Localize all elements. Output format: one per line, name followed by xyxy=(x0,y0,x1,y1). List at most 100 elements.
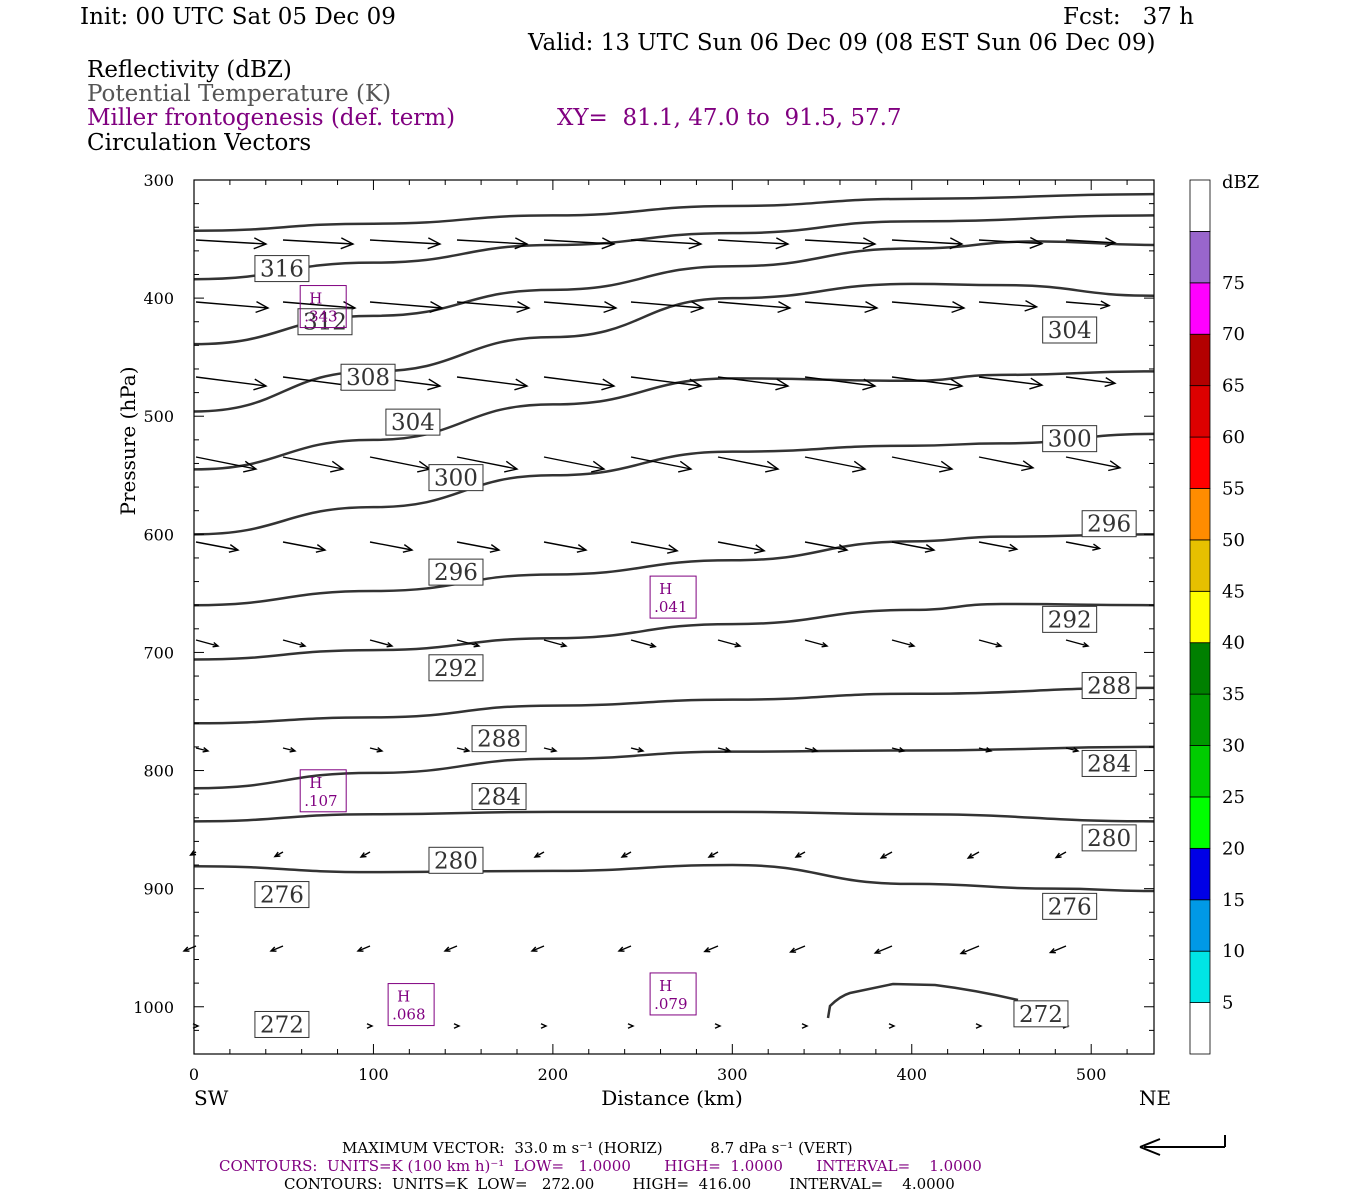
circulation-vector-head xyxy=(386,641,394,648)
max-vector-note: MAXIMUM VECTOR: 33.0 m s⁻¹ (HORIZ) 8.7 d… xyxy=(342,1139,853,1157)
frontogenesis-max-box xyxy=(649,575,697,619)
circulation-vector xyxy=(978,376,1043,386)
contour-label-box xyxy=(1081,672,1137,700)
contour-label-box xyxy=(1042,892,1098,920)
contour-label-292: 292 xyxy=(434,656,478,682)
colorbar-tick-label: 45 xyxy=(1222,581,1245,602)
circulation-vector-head xyxy=(530,946,538,952)
circulation-vector xyxy=(804,456,866,470)
circulation-vector-head xyxy=(707,852,715,858)
circulation-vector-head xyxy=(427,237,442,250)
theta-contour-296 xyxy=(193,432,1155,536)
circulation-vector xyxy=(978,639,1002,647)
circulation-vector xyxy=(1065,456,1121,469)
circulation-vector xyxy=(891,541,935,551)
valid-time: Valid: 13 UTC Sun 06 Dec 09 (08 EST Sun … xyxy=(528,30,1156,56)
circulation-vector xyxy=(1065,239,1116,244)
circulation-vector xyxy=(717,456,779,470)
circulation-vector xyxy=(456,639,480,647)
circulation-vector-head xyxy=(966,853,974,859)
contour-label-box xyxy=(1081,824,1137,852)
contour-label-292: 292 xyxy=(1048,607,1092,633)
frontogenesis-max-value: .107 xyxy=(304,792,337,810)
circulation-vector xyxy=(282,301,356,309)
frontogenesis-max-value: .079 xyxy=(654,995,687,1013)
circulation-vector-head xyxy=(1054,852,1062,859)
colorbar-tick-label: 25 xyxy=(1222,787,1245,808)
colorbar-segment xyxy=(1189,488,1211,541)
colorbar-tick-label: 5 xyxy=(1222,993,1233,1014)
frontogenesis-max-value: .041 xyxy=(654,598,687,616)
forecast-hour: Fcst: 37 h xyxy=(1063,4,1194,30)
circulation-vector xyxy=(1055,851,1067,859)
circulation-vector xyxy=(282,456,344,470)
contour-label-280: 280 xyxy=(434,848,478,874)
circulation-vector xyxy=(195,301,269,309)
circulation-vector-head xyxy=(1108,460,1122,472)
circulation-vector-head xyxy=(775,378,790,391)
circulation-vector-head xyxy=(688,237,703,250)
circulation-vector xyxy=(891,376,963,387)
circulation-vector-head xyxy=(516,301,531,314)
circulation-vector-head xyxy=(801,1023,809,1029)
circulation-vector xyxy=(630,456,692,470)
circulation-vector xyxy=(967,851,980,859)
circulation-vector-head xyxy=(273,851,281,858)
x-tick-label: 100 xyxy=(358,1065,389,1084)
x-tick-label: 500 xyxy=(1076,1065,1107,1084)
colorbar-tick-label: 10 xyxy=(1222,941,1245,962)
frontogenesis-max-value: .343 xyxy=(304,308,337,326)
circulation-vector-head xyxy=(1072,747,1080,753)
circulation-vector xyxy=(369,639,393,647)
colorbar-tick-label: 50 xyxy=(1222,530,1245,551)
contour-label-box xyxy=(428,464,484,492)
circulation-vector xyxy=(717,747,731,752)
circulation-vector xyxy=(282,541,326,551)
colorbar-segment xyxy=(1189,899,1211,952)
contour-label-box xyxy=(340,363,396,391)
x-end-left: SW xyxy=(194,1086,229,1110)
circulation-vector-head xyxy=(690,301,705,314)
circulation-vector-head xyxy=(463,747,471,753)
circulation-vector xyxy=(891,301,965,309)
theta-contour-276 xyxy=(193,810,1155,823)
circulation-vector-head xyxy=(667,544,679,554)
circulation-vector-head xyxy=(514,378,529,391)
circulation-vector-head xyxy=(949,378,964,391)
circulation-vector-head xyxy=(269,946,277,952)
y-tick-label: 500 xyxy=(143,407,174,426)
contour-label-288: 288 xyxy=(477,727,521,753)
circulation-vector xyxy=(717,239,789,245)
circulation-vector-head xyxy=(864,301,879,314)
circulation-vector-head xyxy=(959,949,967,955)
circulation-vector xyxy=(1065,541,1100,550)
x-end-right: NE xyxy=(1139,1086,1171,1110)
circulation-vector-head xyxy=(995,641,1003,648)
circulation-vector xyxy=(543,376,615,387)
circulation-vector xyxy=(874,945,893,954)
contour-label-300: 300 xyxy=(1048,427,1092,453)
circulation-vector-head xyxy=(504,460,519,473)
circulation-vector-head xyxy=(879,853,887,859)
circulation-vector-head xyxy=(754,544,766,554)
circulation-vector xyxy=(630,639,656,648)
circulation-vector-head xyxy=(794,852,802,858)
frontogenesis-max-box xyxy=(649,972,697,1016)
circulation-vector-head xyxy=(533,852,541,858)
colorbar-segment xyxy=(1189,333,1211,387)
frontogenesis-contour-note: CONTOURS: UNITS=K (100 km h)⁻¹ LOW= 1.00… xyxy=(219,1157,982,1175)
colorbar-tick-label: 40 xyxy=(1222,633,1245,654)
contour-label-box xyxy=(428,654,484,682)
colorbar-segment xyxy=(1189,796,1211,849)
circulation-vector xyxy=(804,301,878,309)
colorbar-tick-label: 60 xyxy=(1222,427,1245,448)
circulation-vector xyxy=(543,747,557,752)
theta-contour-280 xyxy=(193,745,1155,790)
contour-label-300: 300 xyxy=(434,466,478,492)
circulation-vector xyxy=(195,456,257,470)
circulation-vector xyxy=(1065,301,1110,307)
circulation-vector xyxy=(891,456,953,470)
circulation-vector xyxy=(270,945,284,952)
circulation-vector xyxy=(1065,376,1116,384)
colorbar-tick-label: 65 xyxy=(1222,376,1245,397)
